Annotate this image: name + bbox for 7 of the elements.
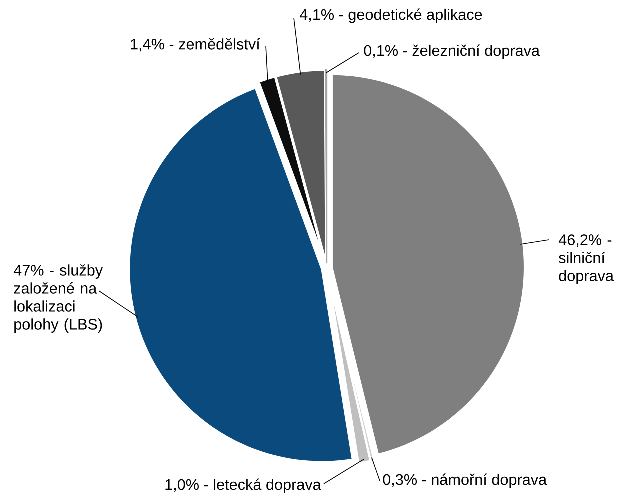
slice-label: 0,3% - námořní doprava (383, 474, 548, 488)
slice-label: 1,4% - zemědělství (131, 38, 260, 52)
slice-label: 46,2% - silniční doprava (558, 234, 614, 284)
slice-label: 4,1% - geodetické aplikace (300, 8, 482, 24)
slice-label: 1,0% - letecká doprava (166, 478, 322, 493)
slice-label: 47% - služby založené na lokalizaci polohy (LBS) (14, 264, 104, 333)
slice-label: 0,1% - železniční doprava (364, 44, 540, 60)
